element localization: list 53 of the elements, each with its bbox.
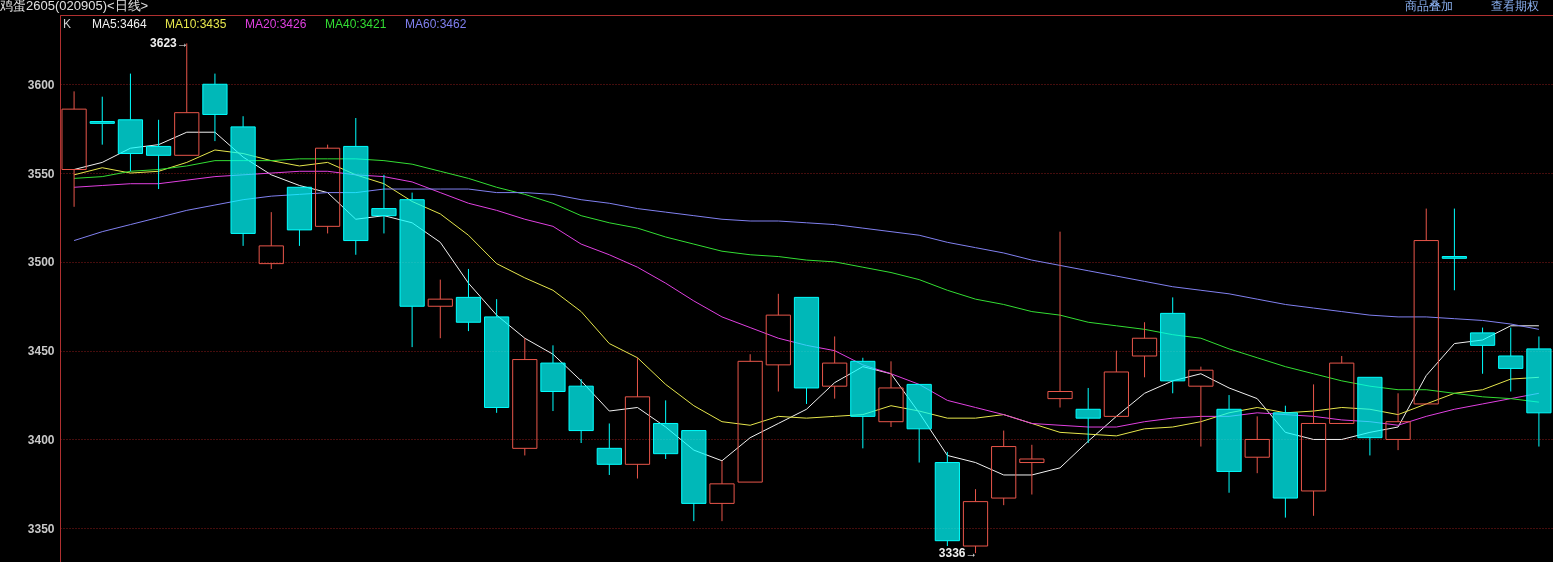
y-tick-label: 3400 bbox=[27, 432, 55, 447]
candlestick bbox=[1188, 366, 1214, 448]
annotation: 3336→ bbox=[938, 546, 978, 561]
candlestick bbox=[1160, 296, 1186, 394]
annotation: 3623→ bbox=[150, 36, 189, 51]
text: 查看期权 bbox=[1491, 0, 1539, 13]
candlestick bbox=[117, 73, 144, 172]
candlestick bbox=[371, 174, 397, 234]
candlestick bbox=[89, 96, 115, 146]
candlestick bbox=[568, 378, 594, 444]
candlestick bbox=[822, 335, 848, 400]
candlestick bbox=[709, 460, 735, 522]
candlestick bbox=[653, 399, 679, 460]
legend-title: K bbox=[63, 17, 72, 31]
y-tick-label: 3500 bbox=[27, 255, 55, 270]
y-tick-label: 3600 bbox=[27, 77, 55, 92]
candlestick bbox=[1075, 387, 1101, 444]
candlestick bbox=[540, 344, 566, 412]
candlestick bbox=[343, 117, 369, 256]
candlestick bbox=[1216, 394, 1242, 494]
candlestick bbox=[258, 211, 284, 270]
text: MA20:3426 bbox=[245, 17, 307, 31]
candlestick bbox=[1385, 392, 1411, 451]
y-tick-label: 3450 bbox=[27, 344, 55, 359]
text: MA5:3464 bbox=[92, 17, 148, 31]
text: MA40:3421 bbox=[325, 17, 387, 31]
candlestick bbox=[202, 73, 228, 142]
candlestick bbox=[484, 298, 510, 414]
candlestick bbox=[624, 357, 651, 480]
candlestick bbox=[230, 115, 256, 247]
text: MA60:3462 bbox=[405, 17, 467, 31]
text: 商品叠加 bbox=[1405, 0, 1453, 13]
candlestick bbox=[1300, 383, 1327, 517]
candlestick bbox=[878, 360, 904, 428]
y-tick-label: 3550 bbox=[27, 166, 55, 181]
candlestick bbox=[934, 451, 960, 547]
y-tick-label: 3350 bbox=[27, 521, 55, 536]
candlestick bbox=[596, 422, 622, 476]
candlestick bbox=[1441, 208, 1468, 291]
candlestick bbox=[399, 192, 425, 348]
candlestick bbox=[1131, 321, 1158, 378]
candlestick bbox=[1047, 231, 1073, 408]
candlestick bbox=[1244, 415, 1270, 474]
line-series bbox=[73, 188, 1540, 330]
candlestick bbox=[1498, 327, 1524, 393]
candlestick bbox=[61, 90, 87, 208]
chart-title: 鸡蛋2605(020905)<日线> bbox=[0, 0, 149, 13]
candlestick bbox=[145, 119, 172, 190]
text: MA10:3435 bbox=[165, 17, 227, 31]
candlestick bbox=[427, 279, 453, 339]
candlestick bbox=[765, 293, 791, 393]
candlestick bbox=[1526, 335, 1552, 448]
candlestick bbox=[1019, 444, 1045, 496]
